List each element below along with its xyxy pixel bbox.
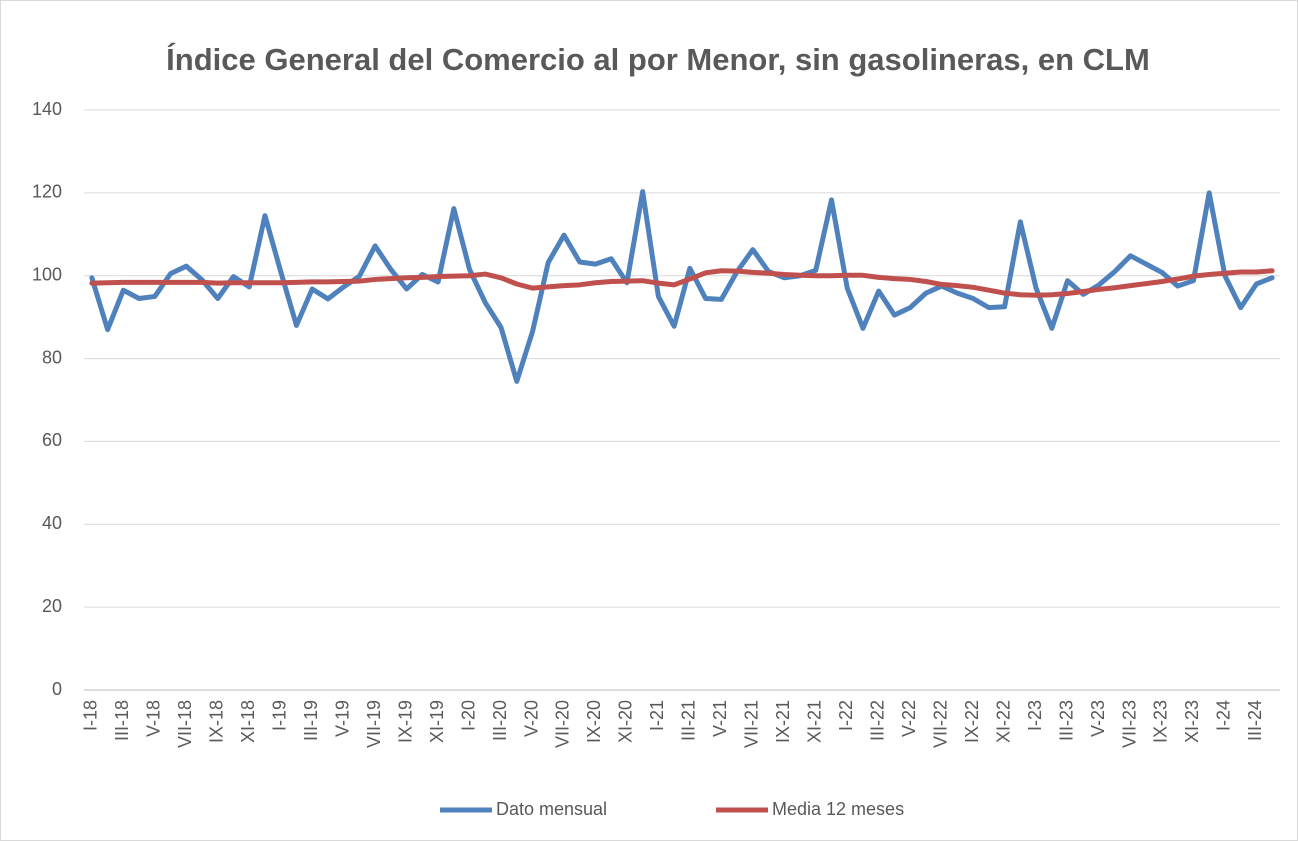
x-tick-label: XI-18 — [238, 700, 258, 743]
chart-title: Índice General del Comercio al por Menor… — [166, 42, 1150, 77]
x-tick-label: VII-22 — [930, 700, 950, 748]
x-tick-label: III-18 — [112, 700, 132, 741]
x-tick-label: IX-18 — [207, 700, 227, 743]
x-tick-label: III-21 — [679, 700, 699, 741]
x-tick-label: I-23 — [1025, 700, 1045, 731]
x-tick-label: IX-21 — [773, 700, 793, 743]
data-line — [89, 268, 1275, 298]
x-tick-label: VII-20 — [553, 700, 573, 748]
x-tick-label: I-19 — [269, 700, 289, 731]
x-tick-label: VII-23 — [1119, 700, 1139, 748]
x-tick-label: I-21 — [647, 700, 667, 731]
x-tick-label: VII-19 — [364, 700, 384, 748]
x-tick-label: III-22 — [867, 700, 887, 741]
y-tick-label: 100 — [32, 264, 62, 284]
y-tick-label: 60 — [42, 430, 62, 450]
x-tick-label: IX-23 — [1151, 700, 1171, 743]
x-tick-label: XI-22 — [993, 700, 1013, 743]
y-tick-label: 40 — [42, 513, 62, 533]
x-tick-label: III-23 — [1056, 700, 1076, 741]
x-tick-label: XI-20 — [616, 700, 636, 743]
x-tick-label: XI-19 — [427, 700, 447, 743]
x-tick-label: IX-19 — [395, 700, 415, 743]
y-tick-label: 120 — [32, 182, 62, 202]
x-tick-label: I-18 — [81, 700, 101, 731]
x-tick-label: III-24 — [1245, 700, 1265, 741]
x-tick-label: IX-22 — [962, 700, 982, 743]
x-tick-label: IX-20 — [584, 700, 604, 743]
data-line — [89, 189, 1275, 384]
x-tick-label: I-22 — [836, 700, 856, 731]
x-tick-label: VII-21 — [742, 700, 762, 748]
x-tick-label: V-20 — [521, 700, 541, 737]
y-tick-label: 80 — [42, 347, 62, 367]
legend-label: Media 12 meses — [772, 799, 904, 819]
x-tick-label: III-19 — [301, 700, 321, 741]
x-tick-label: XI-23 — [1182, 700, 1202, 743]
x-tick-label: V-23 — [1088, 700, 1108, 737]
x-tick-label: I-24 — [1214, 700, 1234, 731]
x-tick-label: XI-21 — [805, 700, 825, 743]
x-tick-label: VII-18 — [175, 700, 195, 748]
y-tick-label: 20 — [42, 596, 62, 616]
x-tick-label: V-21 — [710, 700, 730, 737]
x-tick-label: V-18 — [144, 700, 164, 737]
x-tick-label: V-19 — [332, 700, 352, 737]
y-tick-label: 0 — [52, 679, 62, 699]
x-tick-label: V-22 — [899, 700, 919, 737]
x-tick-label: I-20 — [458, 700, 478, 731]
x-tick-label: III-20 — [490, 700, 510, 741]
y-tick-label: 140 — [32, 99, 62, 119]
legend-label: Dato mensual — [496, 799, 607, 819]
